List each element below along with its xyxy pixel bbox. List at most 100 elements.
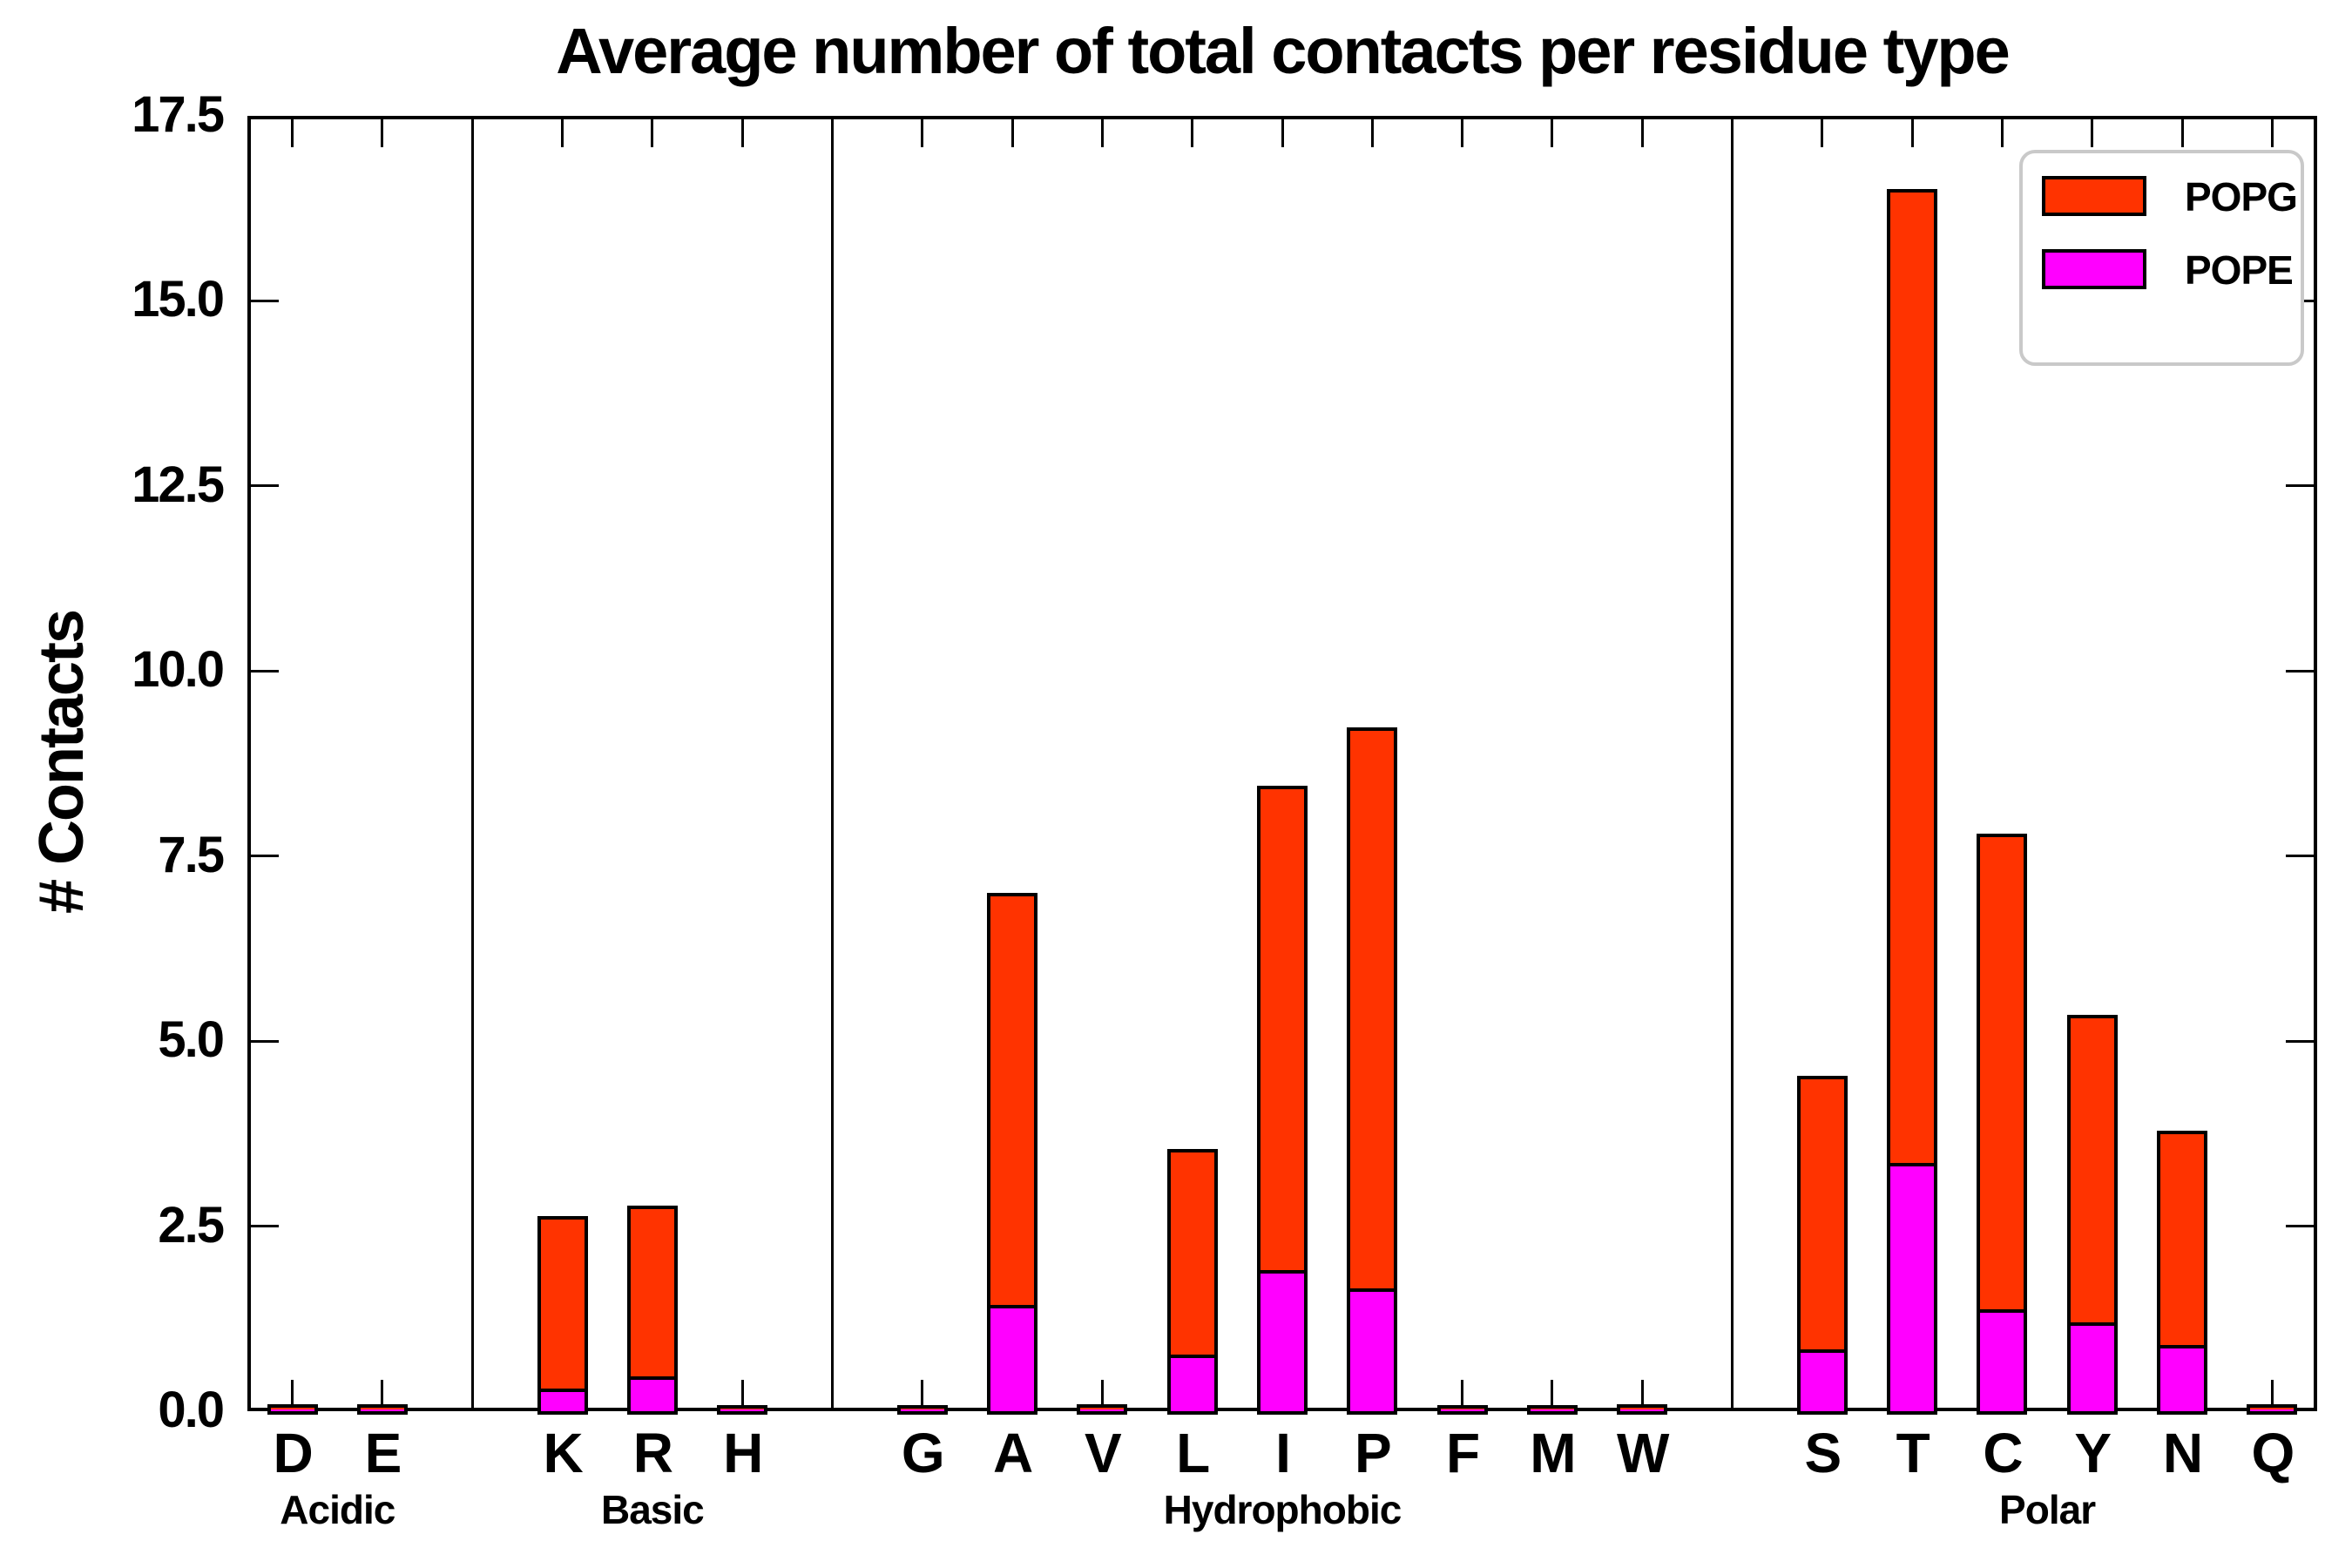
x-tick-top-E	[381, 119, 384, 147]
y-tick-label-15.0: 15.0	[132, 271, 225, 328]
bar-Y	[2066, 1015, 2118, 1415]
bar-segment-pope-N	[2160, 1345, 2205, 1411]
group-label-acidic: Acidic	[280, 1487, 395, 1532]
x-label-T: T	[1896, 1422, 1930, 1484]
x-label-K: K	[543, 1422, 583, 1484]
bar-segment-pope-S	[1800, 1349, 1844, 1411]
x-label-A: A	[992, 1422, 1033, 1484]
y-tick-right-10.0	[2286, 669, 2314, 672]
x-label-V: V	[1085, 1422, 1122, 1484]
y-tick-left-12.5	[251, 484, 279, 488]
bar-W	[1617, 1404, 1668, 1415]
bar-F	[1436, 1405, 1488, 1415]
x-label-M: M	[1530, 1422, 1576, 1484]
x-label-L: L	[1176, 1422, 1210, 1484]
bar-I	[1257, 786, 1308, 1415]
x-tick-bottom-H	[740, 1380, 744, 1408]
bar-segment-pope-I	[1260, 1270, 1304, 1411]
chart-title: Average number of total contacts per res…	[556, 15, 2011, 87]
bar-segment-pope-D	[270, 1409, 314, 1411]
y-tick-label-0.0: 0.0	[158, 1382, 225, 1438]
y-tick-right-7.5	[2286, 855, 2314, 858]
bar-D	[267, 1404, 318, 1415]
y-tick-label-7.5: 7.5	[158, 826, 225, 883]
x-label-S: S	[1804, 1422, 1842, 1484]
bar-K	[537, 1216, 588, 1415]
x-tick-top-C	[2000, 119, 2004, 147]
y-tick-right-2.5	[2286, 1225, 2314, 1228]
bar-T	[1887, 189, 1938, 1415]
y-tick-right-12.5	[2286, 484, 2314, 488]
bar-segment-pope-R	[630, 1376, 674, 1411]
x-tick-top-L	[1191, 119, 1194, 147]
x-tick-top-T	[1910, 119, 1914, 147]
group-label-polar: Polar	[1999, 1487, 2096, 1532]
bar-E	[356, 1404, 408, 1415]
bar-V	[1077, 1404, 1128, 1415]
x-tick-top-W	[1640, 119, 1644, 147]
y-tick-left-7.5	[251, 855, 279, 858]
y-tick-label-5.0: 5.0	[158, 1011, 225, 1069]
x-tick-bottom-W	[1640, 1380, 1644, 1408]
bar-segment-pope-P	[1350, 1288, 1395, 1411]
x-tick-top-V	[1100, 119, 1104, 147]
bar-segment-pope-Q	[2250, 1409, 2295, 1411]
bar-S	[1796, 1076, 1848, 1415]
bar-segment-pope-V	[1080, 1409, 1125, 1411]
x-tick-bottom-Q	[2270, 1380, 2274, 1408]
x-tick-bottom-G	[921, 1380, 924, 1408]
legend-label-pope: POPE	[2185, 247, 2294, 293]
x-label-W: W	[1617, 1422, 1669, 1484]
bar-segment-pope-T	[1890, 1163, 1935, 1411]
x-tick-top-N	[2180, 119, 2184, 147]
bar-C	[1977, 834, 2028, 1415]
x-tick-top-A	[1010, 119, 1014, 147]
bar-segment-pope-E	[360, 1409, 404, 1411]
bar-G	[896, 1405, 948, 1415]
x-tick-top-Y	[2091, 119, 2094, 147]
x-tick-top-G	[921, 119, 924, 147]
x-tick-top-I	[1281, 119, 1284, 147]
x-label-R: R	[632, 1422, 673, 1484]
group-label-hydrophobic: Hydrophobic	[1163, 1487, 1402, 1532]
x-tick-top-D	[291, 119, 294, 147]
bar-segment-pope-G	[900, 1409, 944, 1411]
x-tick-top-P	[1370, 119, 1374, 147]
x-tick-top-H	[740, 119, 744, 147]
bar-segment-pope-W	[1620, 1409, 1665, 1411]
x-tick-top-M	[1551, 119, 1554, 147]
y-tick-right-5.0	[2286, 1039, 2314, 1043]
x-tick-bottom-F	[1461, 1380, 1464, 1408]
x-label-C: C	[1983, 1422, 2023, 1484]
bar-segment-pope-A	[990, 1305, 1035, 1411]
x-label-F: F	[1446, 1422, 1480, 1484]
y-tick-left-10.0	[251, 669, 279, 672]
y-tick-label-12.5: 12.5	[132, 456, 225, 513]
x-tick-bottom-D	[291, 1380, 294, 1408]
bar-segment-pope-H	[720, 1409, 765, 1411]
y-tick-left-5.0	[251, 1039, 279, 1043]
x-label-D: D	[273, 1422, 314, 1484]
bar-L	[1166, 1149, 1218, 1415]
y-tick-label-2.5: 2.5	[158, 1196, 225, 1254]
legend-swatch-pope	[2042, 249, 2146, 289]
bar-segment-pope-K	[540, 1389, 585, 1411]
x-label-P: P	[1354, 1422, 1392, 1484]
y-tick-left-2.5	[251, 1225, 279, 1228]
y-tick-left-15.0	[251, 299, 279, 302]
bar-R	[626, 1206, 678, 1415]
x-tick-bottom-E	[381, 1380, 384, 1408]
bar-segment-pope-Y	[2070, 1322, 2114, 1411]
x-tick-bottom-M	[1551, 1380, 1554, 1408]
x-label-I: I	[1275, 1422, 1291, 1484]
x-label-N: N	[2162, 1422, 2203, 1484]
x-label-E: E	[364, 1422, 402, 1484]
x-tick-top-Q	[2270, 119, 2274, 147]
bar-H	[717, 1405, 768, 1415]
x-tick-top-K	[561, 119, 564, 147]
x-tick-bottom-V	[1100, 1380, 1104, 1408]
bar-M	[1526, 1405, 1578, 1415]
x-label-Y: Y	[2074, 1422, 2112, 1484]
group-label-basic: Basic	[600, 1487, 705, 1532]
